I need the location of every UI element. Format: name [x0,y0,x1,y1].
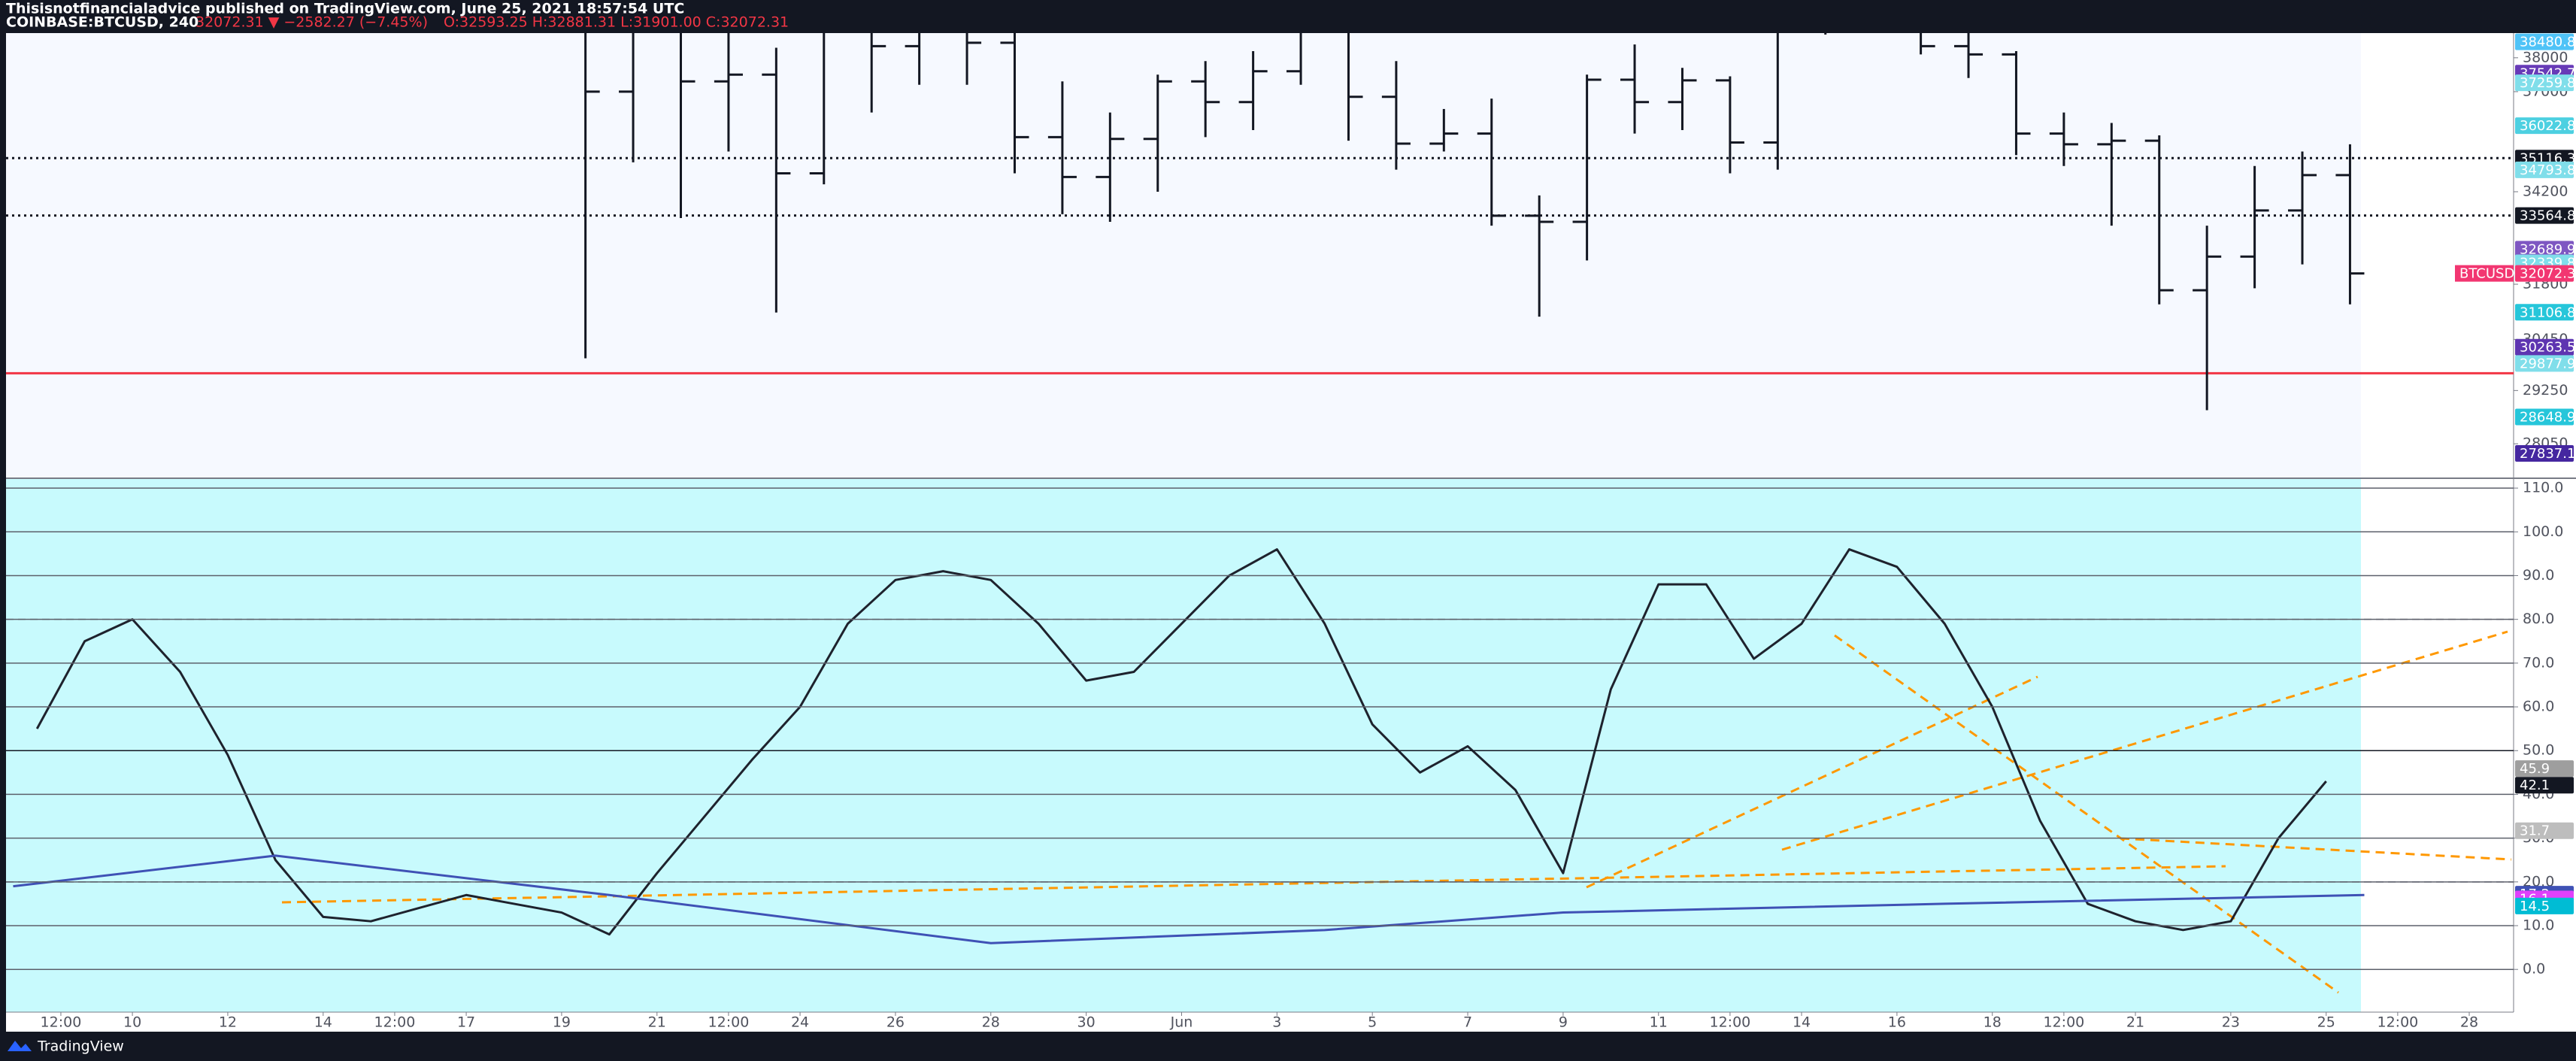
oscillator-line [35,548,2327,936]
x-tick-label: 12:00 [41,1014,82,1031]
trendlines [281,630,2512,994]
y-tick-label: 90.0 [2523,567,2554,584]
footer-bar [0,1032,2576,1061]
price-badge [2515,445,2574,462]
y-tick-label: 20.0 [2523,873,2554,890]
x-tick-label: 19 [553,1014,571,1031]
x-tick-label: 17 [457,1014,475,1031]
brand-logo [8,1041,32,1051]
price-badge-label: 31106.89 [2520,305,2576,320]
x-tick-label: 30 [1077,1014,1096,1031]
y-tick-label: 50.0 [2523,742,2554,759]
y-tick-label: 29250 [2523,382,2568,399]
x-tick-label: 28 [2460,1014,2478,1031]
x-tick-label: 16 [1888,1014,1906,1031]
price-badge-label: 30263.58 [2520,340,2576,356]
price-badge [2515,117,2574,135]
price-badge [2515,161,2574,178]
symbol-tag-label: BTCUSD [2459,266,2514,282]
x-tick-label: 24 [791,1014,809,1031]
price-badge [2515,207,2574,224]
price-badge-label: 34793.87 [2520,162,2576,178]
price-badge [2515,760,2574,778]
symbol: COINBASE:BTCUSD, 240 [6,14,199,31]
publisher: Thisisnotfinancialadvice published on Tr… [6,1,684,17]
price-badge [2515,777,2574,794]
x-tick-label: 14 [1793,1014,1811,1031]
x-tick-label: 12:00 [708,1014,750,1031]
price-badge [2515,74,2574,92]
price-badge [2515,33,2574,50]
price-badge-label: 33564.88 [2520,208,2576,224]
x-tick-label: 28 [982,1014,1000,1031]
x-tick-label: 12:00 [374,1014,416,1031]
ohlc-values: O:32593.25 H:32881.31 L:31901.00 C:32072… [444,14,789,31]
price-badge-label: 27837.18 [2520,446,2576,462]
price-change: 32072.31 ▼ −2582.27 (−7.45%) [195,14,428,31]
x-tick-label: 3 [1272,1014,1281,1031]
y-tick-label: 100.0 [2523,523,2563,540]
price-badge-label: 45.9 [2520,761,2550,777]
x-tick-label: 12:00 [2377,1014,2418,1031]
y-tick-label: 34200 [2523,183,2568,199]
price-badge-label: 28648.90 [2520,409,2576,425]
x-tick-label: 26 [886,1014,905,1031]
trendline [281,865,2226,904]
price-badge-label: 37259.86 [2520,75,2576,91]
trendline [1834,634,2339,994]
price-badge [2515,304,2574,321]
price-badge [2515,408,2574,426]
price-badge-label: 32689.97 [2520,241,2576,257]
x-tick-label: 12 [219,1014,237,1031]
symbol-tag [2455,265,2514,282]
price-badge-label: 38480.80 [2520,35,2576,50]
price-badge-label: 14.5 [2520,899,2550,914]
pane [6,33,2514,411]
y-tick-label: 70.0 [2523,654,2554,671]
x-tick-label: 10 [123,1014,141,1031]
y-tick-label: 110.0 [2523,480,2563,496]
oscillator-line [13,854,2365,944]
price-badge-label: 32072.31 [2520,266,2576,282]
x-tick-label: 11 [1650,1014,1668,1031]
y-tick-label: 0.0 [2523,961,2545,978]
oscillator-background [6,478,2361,1012]
x-tick-label: 5 [1368,1014,1377,1031]
x-tick-label: 18 [1984,1014,2002,1031]
x-tick-label: 25 [2317,1014,2335,1031]
price-badge-label: 36022.87 [2520,118,2576,134]
trendline [1586,675,2038,889]
x-tick-label: 21 [2126,1014,2144,1031]
y-tick-label: 60.0 [2523,699,2554,715]
price-badge [2515,897,2574,914]
y-tick-label: 38000 [2523,49,2568,65]
price-badge [2515,265,2574,282]
x-tick-label: 9 [1559,1014,1568,1031]
y-tick-label: 80.0 [2523,611,2554,627]
x-tick-label: 21 [648,1014,666,1031]
price-badge [2515,338,2574,356]
trendline [2120,837,2512,861]
x-tick-label: 14 [314,1014,332,1031]
band-shade [6,33,2361,478]
trendline [1781,630,2508,851]
x-tick-label: 12:00 [2043,1014,2084,1031]
price-badge [2515,241,2574,258]
price-badge-label: 42.1 [2520,778,2550,793]
x-tick-label: Jun [1170,1014,1193,1031]
x-tick-label: 23 [2222,1014,2240,1031]
y-tick-label: 10.0 [2523,917,2554,934]
x-tick-label: 7 [1463,1014,1472,1031]
price-badge [2515,822,2574,839]
price-badge-label: 31.7 [2520,823,2550,839]
price-badge-label: 29877.90 [2520,356,2576,371]
x-tick-label: 12:00 [1710,1014,1751,1031]
price-badge [2515,355,2574,372]
brand: TradingView [37,1038,124,1055]
